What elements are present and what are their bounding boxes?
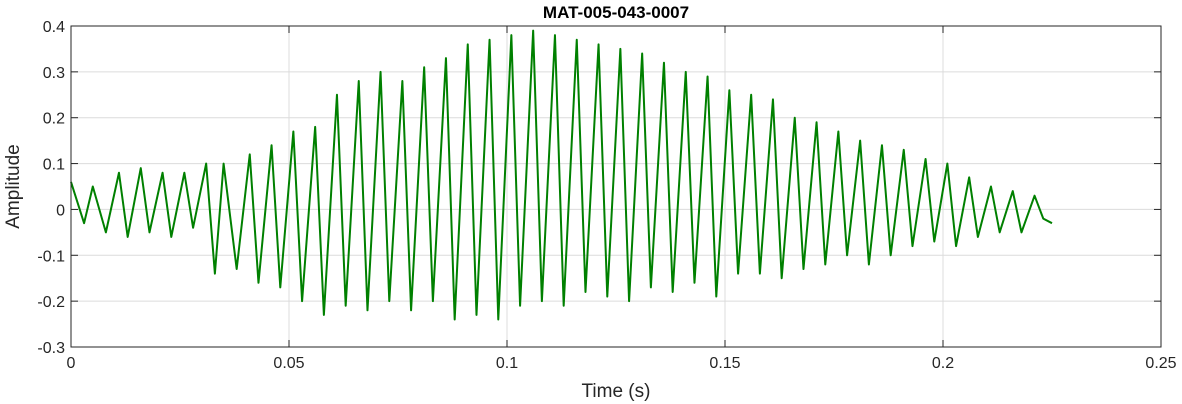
grid-lines [70,25,1162,348]
y-tick-label: -0.2 [37,294,65,311]
y-axis-label: Amplitude [3,144,24,229]
y-tick-label: 0.1 [43,157,65,174]
amplitude-series-line [70,29,1053,321]
x-tick-label: 0.05 [273,355,304,372]
x-tick-label: 0.15 [709,355,740,372]
x-axis-ticks: 0 0.05 0.1 0.15 0.2 0.25 [67,26,1177,372]
x-tick-label: 0.25 [1145,355,1176,372]
chart-title: MAT-005-043-0007 [543,3,689,22]
y-tick-label: 0.4 [43,19,65,36]
x-axis-label: Time (s) [582,381,651,402]
x-tick-label: 0.2 [932,355,954,372]
y-tick-label: 0.2 [43,111,65,128]
y-tick-label: 0 [56,202,65,219]
x-tick-label: 0.1 [496,355,518,372]
y-tick-label: -0.1 [37,248,65,265]
x-tick-label: 0 [67,355,76,372]
y-tick-label: 0.3 [43,65,65,82]
plot-area-frame [70,25,1162,348]
y-axis-ticks: -0.3 -0.2 -0.1 0 0.1 0.2 0.3 0.4 [37,19,1161,357]
y-tick-label: -0.3 [37,340,65,357]
